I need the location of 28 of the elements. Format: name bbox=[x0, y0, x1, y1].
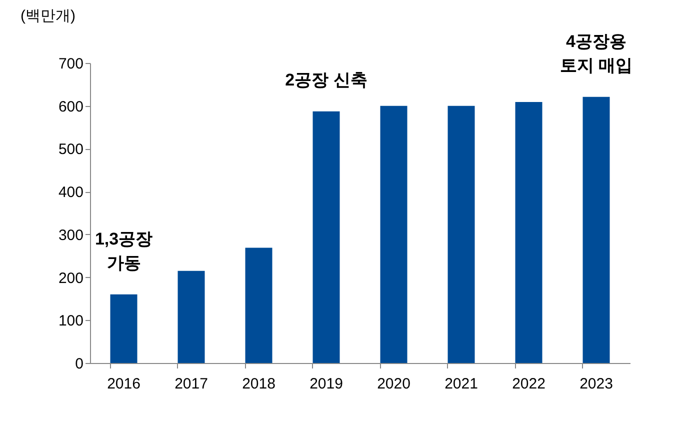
x-tick-label: 2017 bbox=[174, 376, 208, 392]
y-tick-label: 0 bbox=[75, 356, 84, 372]
y-tick-label: 200 bbox=[58, 270, 84, 287]
y-tick-label: 700 bbox=[58, 56, 84, 72]
bar bbox=[245, 248, 272, 363]
annotation: 4공장용 토지 매입 bbox=[560, 32, 633, 75]
x-tick-label: 2021 bbox=[444, 376, 478, 392]
y-axis-title: (백만개) bbox=[20, 8, 76, 24]
bar bbox=[312, 111, 340, 363]
annotation: 2공장 신축 bbox=[285, 70, 368, 90]
bar bbox=[380, 106, 408, 363]
annotation: 1,3공장 가동 bbox=[94, 229, 153, 272]
x-tick-label: 2019 bbox=[310, 376, 343, 392]
bar bbox=[178, 270, 205, 363]
bar bbox=[515, 102, 542, 363]
y-tick-label: 500 bbox=[58, 141, 84, 158]
x-tick-label: 2016 bbox=[107, 376, 140, 392]
y-tick-label: 600 bbox=[58, 98, 84, 116]
x-tick-label: 2020 bbox=[377, 376, 410, 392]
bar bbox=[582, 96, 610, 363]
x-tick-label: 2023 bbox=[580, 376, 613, 392]
y-tick-label: 400 bbox=[58, 184, 84, 202]
y-tick-label: 300 bbox=[58, 226, 84, 244]
bar bbox=[110, 294, 138, 363]
y-tick-label: 100 bbox=[58, 312, 84, 330]
x-tick-label: 2018 bbox=[242, 376, 276, 392]
x-tick-label: 2022 bbox=[512, 376, 546, 392]
bar bbox=[448, 106, 475, 363]
